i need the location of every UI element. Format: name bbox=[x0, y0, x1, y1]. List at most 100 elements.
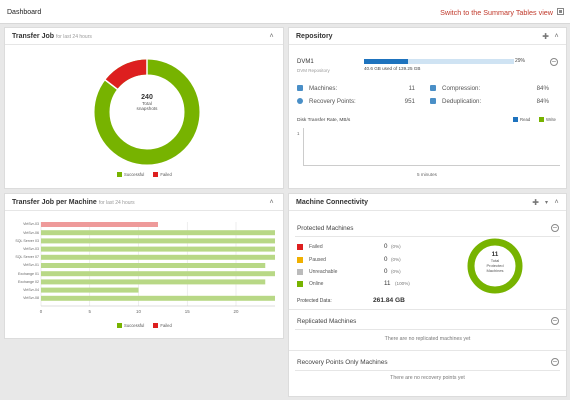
bar-successful bbox=[41, 271, 275, 277]
transfer-job-header: Transfer Job for last 24 hours ˄ bbox=[5, 28, 283, 45]
legend-read: Read bbox=[513, 117, 530, 123]
total-count: 240 bbox=[141, 94, 153, 101]
repository-usage-bar bbox=[364, 59, 514, 64]
online-label: Online bbox=[309, 281, 324, 287]
x-tick-label: 15 bbox=[185, 309, 190, 314]
replicated-top-divider bbox=[289, 309, 566, 310]
disk-x-label: 5 minutes bbox=[417, 172, 437, 177]
snapshots-label: snapshots bbox=[136, 106, 158, 111]
machines-label: Machines: bbox=[309, 85, 338, 92]
recovery-only-divider bbox=[295, 370, 560, 371]
deduplication-value: 84% bbox=[536, 98, 549, 105]
total-label: Total bbox=[142, 101, 152, 106]
recovery-only-title: Recovery Points Only Machines bbox=[297, 359, 388, 366]
donut-failed-arc bbox=[105, 59, 148, 90]
recovery-only-empty-message: There are no recovery points yet bbox=[390, 375, 465, 381]
protected-machines-donut bbox=[467, 238, 523, 294]
repository-usage-fill bbox=[364, 59, 408, 64]
bar-category-label: VirtSvr-03 bbox=[23, 246, 39, 251]
bar-category-label: VirtSvr-04 bbox=[23, 287, 39, 292]
paused-count: 0 bbox=[384, 256, 388, 263]
machine-menu-dropdown-icon[interactable]: ▾ bbox=[544, 200, 548, 206]
collapse-recovery-only-icon[interactable]: – bbox=[551, 358, 559, 366]
replicated-empty-message: There are no replicated machines yet bbox=[384, 336, 471, 342]
replicated-machines-title: Replicated Machines bbox=[297, 318, 357, 325]
online-swatch bbox=[297, 281, 303, 287]
protected-data-value: 261.84 GB bbox=[373, 297, 405, 304]
transfer-job-panel: Transfer Job for last 24 hours ˄ 240 Tota… bbox=[4, 27, 284, 189]
bar-successful bbox=[41, 263, 266, 268]
disk-y-label: 1 bbox=[297, 131, 300, 136]
unreachable-label: Unreachable bbox=[309, 269, 338, 275]
unreachable-swatch bbox=[297, 269, 303, 275]
bar-category-label: VirtSvr-03 bbox=[23, 222, 39, 227]
bar-successful bbox=[41, 246, 275, 252]
compression-value: 84% bbox=[536, 85, 549, 92]
recovery-points-icon bbox=[297, 98, 303, 104]
donut-total-label: Total bbox=[490, 258, 500, 263]
repository-type: DVM Repository bbox=[297, 68, 330, 73]
unreachable-percent: (0%) bbox=[391, 269, 401, 274]
transfer-job-total: 240 Total snapshots bbox=[117, 94, 177, 111]
failed-label: Failed bbox=[309, 244, 323, 250]
protected-machines-donut-label: 11 Total Protected Machines bbox=[475, 251, 515, 273]
protected-count: 11 bbox=[491, 251, 499, 258]
collapse-transfer-per-machine-icon[interactable]: ˄ bbox=[269, 199, 274, 206]
protected-data-label: Protected Data: bbox=[297, 298, 332, 304]
recovery-points-value: 951 bbox=[404, 98, 415, 105]
donut-machines-label: Machines bbox=[486, 268, 504, 273]
bar-category-label: VirtSvr-08 bbox=[23, 296, 39, 301]
repository-name[interactable]: DVM1 bbox=[297, 59, 314, 65]
page-title: Dashboard bbox=[7, 9, 42, 16]
collapse-replicated-icon[interactable]: – bbox=[551, 317, 559, 325]
bar-successful bbox=[41, 238, 275, 244]
transfer-job-legend: Successful Failed bbox=[113, 172, 176, 178]
machines-icon bbox=[297, 85, 303, 91]
transfer-job-subtitle: for last 24 hours bbox=[56, 34, 92, 40]
usage-percent: 29% bbox=[515, 58, 526, 64]
repository-title: Repository bbox=[296, 33, 333, 40]
legend-failed: Failed bbox=[153, 323, 172, 329]
collapse-transfer-job-icon[interactable]: ˄ bbox=[269, 33, 274, 40]
compression-icon bbox=[430, 85, 436, 91]
x-tick-label: 5 bbox=[89, 309, 92, 314]
machine-connectivity-header: Machine Connectivity ✚ ▾ ˄ bbox=[289, 194, 566, 211]
transfer-per-machine-chart: 0 5 10 15 20 bbox=[40, 222, 275, 314]
repository-header: Repository ✚ ˄ bbox=[289, 28, 566, 45]
legend-successful: Successful bbox=[117, 323, 144, 329]
x-tick-label: 10 bbox=[136, 309, 141, 314]
switch-summary-view-link[interactable]: Switch to the Summary Tables view bbox=[440, 8, 553, 17]
legend-write: Write bbox=[539, 117, 556, 123]
bar-category-label: VirtSvr-01 bbox=[23, 263, 39, 268]
bar-successful bbox=[41, 279, 266, 285]
transfer-per-machine-panel: Transfer Job per Machine for last 24 hour… bbox=[4, 193, 284, 339]
failed-percent: (0%) bbox=[391, 244, 401, 249]
x-tick-label: 0 bbox=[40, 309, 43, 314]
machine-connectivity-title: Machine Connectivity bbox=[296, 199, 368, 206]
x-tick-label: 20 bbox=[234, 309, 239, 314]
add-machine-icon[interactable]: ✚ bbox=[532, 198, 539, 207]
replicated-divider bbox=[295, 329, 560, 330]
online-percent: (100%) bbox=[395, 281, 410, 286]
per-machine-legend: Successful Failed bbox=[113, 323, 176, 329]
add-repository-icon[interactable]: ✚ bbox=[542, 32, 549, 41]
collapse-connectivity-icon[interactable]: ˄ bbox=[554, 199, 559, 206]
bar-category-label: Exchange 01 bbox=[18, 271, 39, 276]
recovery-only-top-divider bbox=[289, 350, 566, 351]
bar-category-label: SQL Server 03 bbox=[15, 238, 39, 243]
legend-successful: Successful bbox=[117, 172, 144, 178]
expand-repository-icon[interactable]: – bbox=[550, 58, 558, 66]
recovery-points-label: Recovery Points: bbox=[309, 98, 356, 105]
bar-successful bbox=[41, 254, 275, 260]
transfer-job-donut bbox=[94, 59, 200, 165]
collapse-protected-icon[interactable]: – bbox=[551, 224, 559, 232]
legend-failed: Failed bbox=[153, 172, 172, 178]
collapse-repository-icon[interactable]: ˄ bbox=[554, 33, 559, 40]
paused-percent: (0%) bbox=[391, 257, 401, 262]
failed-count: 0 bbox=[384, 243, 388, 250]
summary-view-icon[interactable] bbox=[557, 8, 564, 15]
protected-divider bbox=[295, 236, 560, 237]
compression-label: Compression: bbox=[442, 85, 481, 92]
bar-category-label: SQL Server 07 bbox=[15, 255, 39, 260]
repository-panel: Repository ✚ ˄ DVM1 DVM Repository 29% 4… bbox=[288, 27, 567, 189]
